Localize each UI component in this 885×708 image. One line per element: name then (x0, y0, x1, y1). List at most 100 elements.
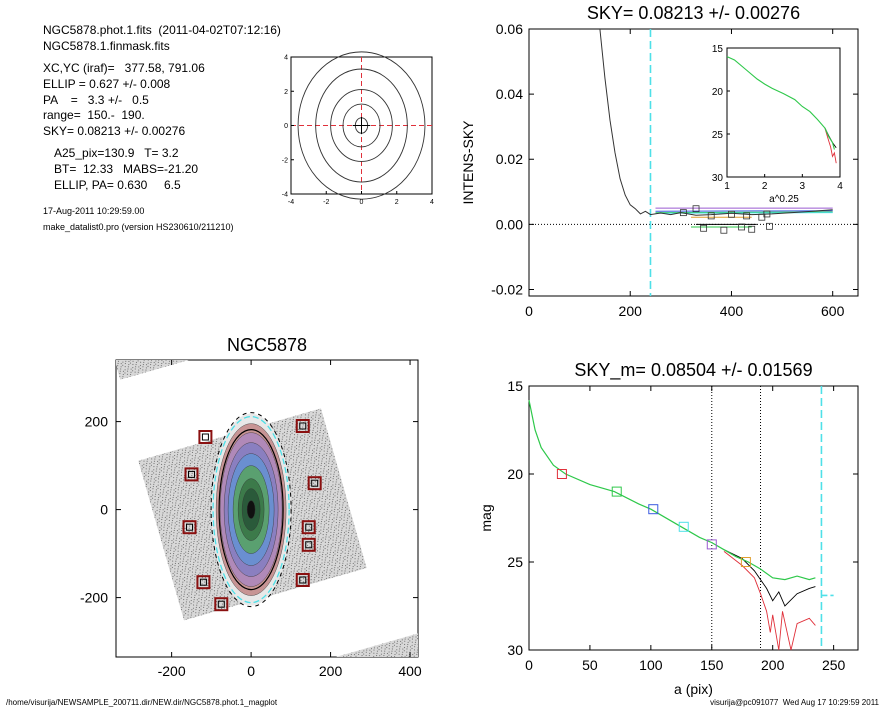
mask-box-7 (301, 520, 316, 535)
sky-ytick-label: -0.02 (491, 281, 523, 297)
sky-point (707, 212, 715, 220)
mag-square-point (648, 504, 659, 515)
header-date-line: 17-Aug-2011 10:29:59.00 (43, 206, 145, 216)
mask-box-inner-9 (299, 576, 307, 584)
image-xtick-label: 400 (398, 663, 422, 679)
inset-ytick-label: 15 (712, 44, 724, 55)
mask-box-inner-7 (305, 523, 313, 531)
contour-ytick-label: 4 (284, 55, 288, 62)
sky-ytick-label: 0.06 (496, 21, 523, 37)
mag-square-point (611, 486, 622, 497)
contour-level-2 (330, 89, 393, 162)
mag-red-tail (723, 551, 816, 651)
image-xtick-label: 200 (319, 663, 343, 679)
contour-level-3 (315, 68, 408, 183)
mag-square-point (740, 557, 751, 567)
mag-title: SKY_m= 0.08504 +/- 0.01569 (574, 360, 812, 381)
sky-ytick-label: 0.00 (496, 216, 523, 232)
sky-point (679, 209, 687, 217)
sky-point (738, 223, 745, 231)
sky-point (728, 210, 735, 218)
mask-box-inner-3 (199, 578, 207, 586)
mag-frame (528, 385, 859, 651)
mag-ytick-label: 20 (507, 466, 523, 482)
mag-ylabel: mag (478, 504, 494, 531)
contour-level-4 (297, 51, 426, 200)
mag-square-point (678, 521, 689, 532)
header-param-xcyc: XC,YC (iraf)= 377.58, 791.06 (43, 61, 205, 75)
contour-xtick-label: 0 (360, 199, 364, 206)
inset-xtick-label: 1 (724, 181, 730, 192)
contour-ytick-label: -2 (282, 157, 288, 164)
header-program-line: make_datalist0.pro (version HS230610/211… (43, 222, 234, 232)
image-xtick-label: -200 (158, 663, 186, 679)
contour-level-1 (342, 103, 381, 148)
mask-box-2 (182, 520, 197, 535)
mag-ytick-label: 30 (507, 642, 523, 658)
image-content (116, 360, 418, 657)
mag-xtick-label: 50 (582, 657, 598, 673)
inset-red-tail (824, 127, 837, 164)
contour-ytick-label: -4 (282, 192, 288, 199)
mask-box-5 (295, 419, 310, 433)
sky-ring-line-1 (655, 210, 833, 212)
bottom-strip (186, 625, 418, 657)
mag-green-profile (528, 399, 816, 581)
sky-title: SKY= 0.08213 +/- 0.00276 (587, 3, 800, 23)
contour-plot: -4 -2 0 2 4 -4 -2 0 2 4 (282, 51, 434, 206)
header-result-bt: BT= 12.33 MABS=-21.20 (54, 162, 199, 176)
sky-frame (528, 28, 859, 297)
footer-path: /home/visurija/NEWSAMPLE_200711.dir/NEW.… (6, 698, 278, 707)
sky-point (692, 205, 700, 213)
inset-xlabel: a^0.25 (769, 194, 799, 205)
sky-ylabel: INTENS-SKY (460, 120, 476, 205)
sky-point (766, 222, 773, 230)
mag-square-point (556, 469, 567, 479)
header-result-ellip-pa: ELLIP, PA= 0.630 6.5 (54, 178, 181, 192)
sky-point (743, 212, 751, 220)
mask-box-4 (214, 597, 229, 612)
galaxy-image-plot: NGC5878 -200 0 200 400 200 0 -200 (80, 335, 422, 679)
mask-box-9 (295, 573, 310, 587)
mask-box-inner-4 (217, 600, 225, 608)
mag-xlabel: a (pix) (674, 681, 713, 697)
inset-profile-curve (726, 56, 835, 150)
mag-xtick-label: 100 (639, 657, 663, 673)
inset-xtick-label: 4 (837, 181, 843, 192)
mask-box-inner-1 (188, 470, 195, 478)
inset-ytick-label: 30 (712, 173, 724, 184)
mask-box-inner-8 (305, 541, 313, 549)
mag-ytick-label: 25 (507, 554, 523, 570)
sky-ytick-label: 0.04 (496, 86, 523, 102)
image-ytick-label: 0 (100, 502, 108, 518)
sky-xtick-label: 200 (619, 303, 643, 319)
contour-ytick-label: 0 (284, 123, 288, 130)
mag-xtick-label: 150 (700, 657, 724, 673)
contour-xtick-label: 4 (430, 199, 434, 206)
mask-box-3 (196, 575, 211, 590)
mag-square-point (706, 539, 717, 550)
footer-user-date: visurija@pc091077 Wed Aug 17 10:29:59 20… (710, 698, 879, 707)
sky-xtick-label: 600 (821, 303, 845, 319)
mask-box-8 (301, 537, 316, 552)
image-title: NGC5878 (227, 335, 307, 355)
contour-xtick-label: -2 (323, 199, 329, 206)
header-param-pa: PA = 3.3 +/- 0.5 (43, 93, 149, 107)
image-ytick-label: 200 (85, 414, 109, 430)
sky-point (700, 224, 708, 232)
mask-box-inner-2 (186, 523, 194, 531)
image-ytick-label: -200 (80, 590, 108, 606)
mask-box-1 (184, 467, 199, 482)
header-result-a25: A25_pix=130.9 T= 3.2 (54, 146, 179, 160)
galaxy-aperture-outer (210, 412, 292, 608)
image-frame (115, 359, 419, 658)
inset-ytick-label: 20 (712, 87, 724, 98)
sky-point (763, 210, 771, 218)
mask-box-inner-5 (299, 422, 307, 430)
magnitude-profile-plot: SKY_m= 0.08504 +/- 0.01569 mag a (pix) 0 50 1… (478, 360, 859, 697)
inset-xtick-label: 3 (800, 181, 806, 192)
mag-ytick-label: 15 (507, 378, 523, 394)
mask-box-inner-0 (201, 433, 209, 441)
